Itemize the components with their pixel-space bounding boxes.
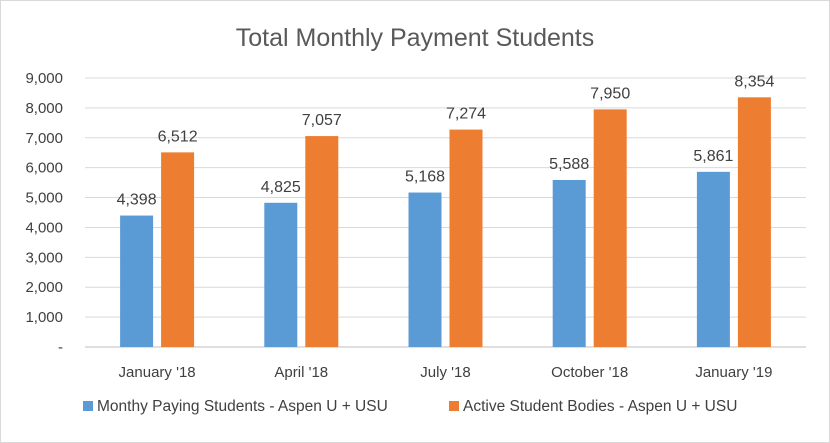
y-tick-label: 1,000 — [25, 309, 63, 326]
legend-swatch — [83, 401, 93, 411]
data-label: 4,398 — [117, 192, 157, 209]
x-tick-label: January '19 — [695, 364, 772, 381]
y-tick-label: 5,000 — [25, 190, 63, 207]
data-label: 7,950 — [590, 85, 630, 102]
y-tick-label: 2,000 — [25, 279, 63, 296]
data-label: 5,168 — [405, 169, 445, 186]
bar — [696, 171, 730, 347]
x-tick-label: October '18 — [551, 364, 628, 381]
bar — [449, 129, 483, 347]
data-label: 8,354 — [734, 73, 774, 90]
legend-label: Active Student Bodies - Aspen U + USU — [463, 398, 737, 415]
y-tick-label: 8,000 — [25, 100, 63, 117]
data-label: 5,861 — [693, 148, 733, 165]
x-tick-label: January '18 — [119, 364, 196, 381]
bar — [408, 192, 442, 347]
y-tick-label: 7,000 — [25, 130, 63, 147]
bar — [161, 152, 195, 347]
bar — [305, 136, 339, 347]
legend-swatch — [449, 401, 459, 411]
legend-label: Monthy Paying Students - Aspen U + USU — [97, 398, 388, 415]
bar — [737, 97, 771, 347]
data-label: 7,274 — [446, 106, 486, 123]
y-tick-label: - — [58, 339, 63, 356]
bar — [264, 202, 298, 347]
y-tick-label: 4,000 — [25, 219, 63, 236]
bar — [593, 109, 627, 347]
x-tick-label: April '18 — [274, 364, 328, 381]
y-tick-label: 9,000 — [25, 70, 63, 87]
data-label: 6,512 — [158, 128, 198, 145]
y-tick-label: 3,000 — [25, 249, 63, 266]
chart-title: Total Monthly Payment Students — [236, 24, 595, 52]
x-tick-label: July '18 — [420, 364, 470, 381]
y-tick-label: 6,000 — [25, 160, 63, 177]
data-label: 5,588 — [549, 156, 589, 173]
bar — [120, 215, 154, 347]
data-label: 4,825 — [261, 179, 301, 196]
bar — [552, 179, 586, 347]
data-label: 7,057 — [302, 112, 342, 129]
